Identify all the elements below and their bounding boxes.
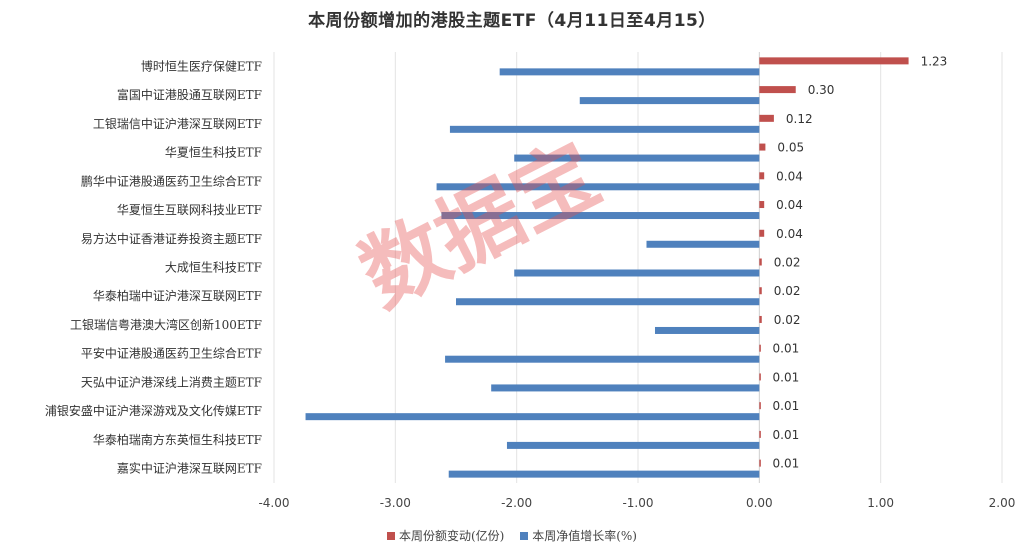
category-label: 工银瑞信粤港澳大湾区创新100ETF <box>70 317 262 332</box>
legend-swatch-share-change <box>387 531 395 540</box>
data-label-share-change: 0.04 <box>776 227 803 241</box>
data-label-share-change: 0.05 <box>777 141 804 155</box>
bar-nav-growth <box>436 183 760 191</box>
category-label: 富国中证港股通互联网ETF <box>117 87 262 102</box>
bar-share-change <box>759 315 762 323</box>
category-label: 华夏恒生科技ETF <box>165 146 262 160</box>
data-label-share-change: 0.01 <box>773 370 800 384</box>
legend: 本周份额变动(亿份) 本周净值增长率(%) <box>0 527 1024 544</box>
bar-nav-growth <box>506 441 760 449</box>
data-label-share-change: 0.01 <box>773 457 800 471</box>
legend-label-nav-growth: 本周净值增长率(%) <box>532 529 637 543</box>
data-labels: 1.23 0.30 0.12 0.05 0.04 0.04 0.04 0.02 0.02 0.02… <box>773 54 948 470</box>
legend-swatch-nav-growth <box>520 531 529 540</box>
data-label-share-change: 0.04 <box>776 198 803 212</box>
x-tick-label: -1.00 <box>622 496 653 510</box>
x-tick-label: 2.00 <box>989 496 1016 510</box>
legend-item-share-change: 本周份额变动(亿份) <box>387 527 504 544</box>
x-tick-label: -2.00 <box>501 496 532 510</box>
bar-nav-growth <box>449 125 760 133</box>
bar-share-change <box>759 114 774 122</box>
bar-nav-growth <box>456 298 760 306</box>
bar-share-change <box>759 57 909 65</box>
bar-share-change <box>759 430 761 438</box>
bar-nav-growth <box>448 470 760 478</box>
bar-share-change <box>759 172 765 180</box>
x-axis: -4.00 -3.00 -2.00 -1.00 0.00 1.00 2.00 <box>258 496 1015 510</box>
bar-share-change <box>759 86 796 94</box>
category-label: 天弘中证沪港深线上消费主题ETF <box>81 374 262 389</box>
data-label-share-change: 1.23 <box>921 54 948 68</box>
data-label-share-change: 0.02 <box>774 256 801 270</box>
bar-nav-growth <box>514 269 760 277</box>
data-label-share-change: 0.04 <box>776 169 803 183</box>
category-label: 鹏华中证港股通医药卫生综合ETF <box>81 173 262 188</box>
data-label-share-change: 0.12 <box>786 112 813 126</box>
bar-share-change <box>759 459 761 467</box>
bar-share-change <box>759 258 762 266</box>
bar-share-change <box>759 373 761 381</box>
data-label-share-change: 0.01 <box>773 342 800 356</box>
bar-nav-growth <box>654 326 760 334</box>
category-label: 大成恒生科技ETF <box>165 261 262 275</box>
data-label-share-change: 0.30 <box>808 83 835 97</box>
x-tick-label: 0.00 <box>746 496 773 510</box>
bar-share-change <box>759 143 766 151</box>
bar-nav-growth <box>514 154 760 162</box>
x-tick-label: -3.00 <box>380 496 411 510</box>
bar-share-change <box>759 402 761 410</box>
bar-nav-growth <box>305 413 760 421</box>
data-label-share-change: 0.01 <box>773 428 800 442</box>
category-label: 华夏恒生互联网科技业ETF <box>117 203 262 217</box>
category-labels: 博时恒生医疗保健ETF 富国中证港股通互联网ETF 工银瑞信中证沪港深互联网ETF 华… <box>45 58 262 475</box>
category-label: 嘉实中证沪港深互联网ETF <box>117 461 262 476</box>
x-tick-label: -4.00 <box>258 496 289 510</box>
category-label: 平安中证港股通医药卫生综合ETF <box>81 346 262 361</box>
legend-item-nav-growth: 本周净值增长率(%) <box>520 527 637 544</box>
legend-label-share-change: 本周份额变动(亿份) <box>399 529 505 543</box>
category-label: 博时恒生医疗保健ETF <box>141 58 262 73</box>
bar-share-change <box>759 201 765 209</box>
category-label: 工银瑞信中证沪港深互联网ETF <box>93 116 262 131</box>
x-tick-label: 1.00 <box>867 496 894 510</box>
category-label: 易方达中证香港证券投资主题ETF <box>81 231 262 246</box>
category-label: 浦银安盛中证沪港深游戏及文化传媒ETF <box>45 403 262 418</box>
bar-nav-growth <box>491 384 760 392</box>
data-label-share-change: 0.01 <box>773 399 800 413</box>
category-label: 华泰柏瑞南方东英恒生科技ETF <box>93 432 262 447</box>
gridlines <box>273 52 1003 483</box>
bar-share-change <box>759 229 765 237</box>
bar-share-change <box>759 287 762 295</box>
bar-nav-growth <box>445 355 760 363</box>
category-label: 华泰柏瑞中证沪港深互联网ETF <box>93 288 262 303</box>
bar-nav-growth <box>579 97 760 105</box>
bar-nav-growth <box>646 240 760 248</box>
bar-nav-growth <box>441 212 760 220</box>
bars <box>305 57 909 478</box>
bar-nav-growth <box>499 68 760 76</box>
chart-title: 本周份额增加的港股主题ETF（4月11日至4月15） <box>308 11 716 31</box>
data-label-share-change: 0.02 <box>774 284 801 298</box>
bar-share-change <box>759 344 761 352</box>
data-label-share-change: 0.02 <box>774 313 801 327</box>
